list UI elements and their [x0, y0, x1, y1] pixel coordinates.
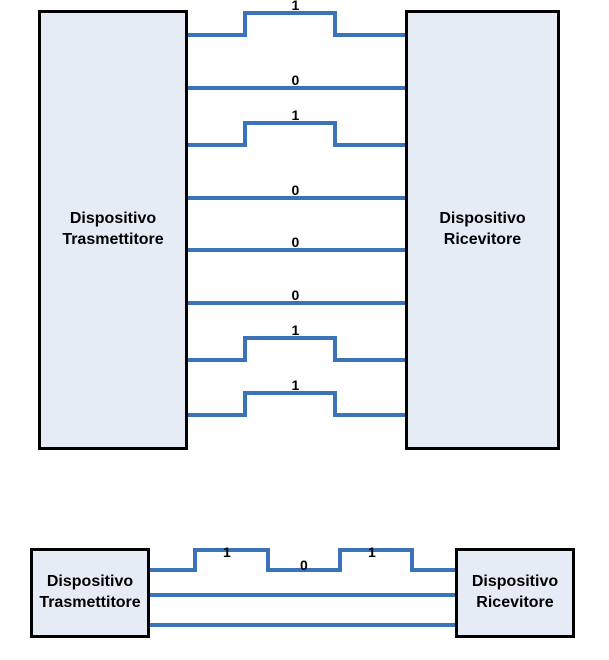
- bit-label: 0: [292, 182, 300, 198]
- bit-label: 0: [292, 72, 300, 88]
- signal-line: [188, 338, 405, 360]
- bit-label: 0: [300, 557, 308, 573]
- parallel-signals: [0, 0, 609, 470]
- bit-label: 1: [292, 322, 300, 338]
- bit-label: 1: [292, 107, 300, 123]
- signal-line: [188, 393, 405, 415]
- signal-line: [188, 13, 405, 35]
- bit-label: 1: [223, 544, 231, 560]
- bit-label: 0: [292, 234, 300, 250]
- bit-label: 0: [292, 287, 300, 303]
- bit-label: 1: [292, 377, 300, 393]
- serial-signals: [0, 500, 609, 660]
- bit-label: 1: [368, 544, 376, 560]
- bit-label: 1: [292, 0, 300, 13]
- signal-line: [188, 123, 405, 145]
